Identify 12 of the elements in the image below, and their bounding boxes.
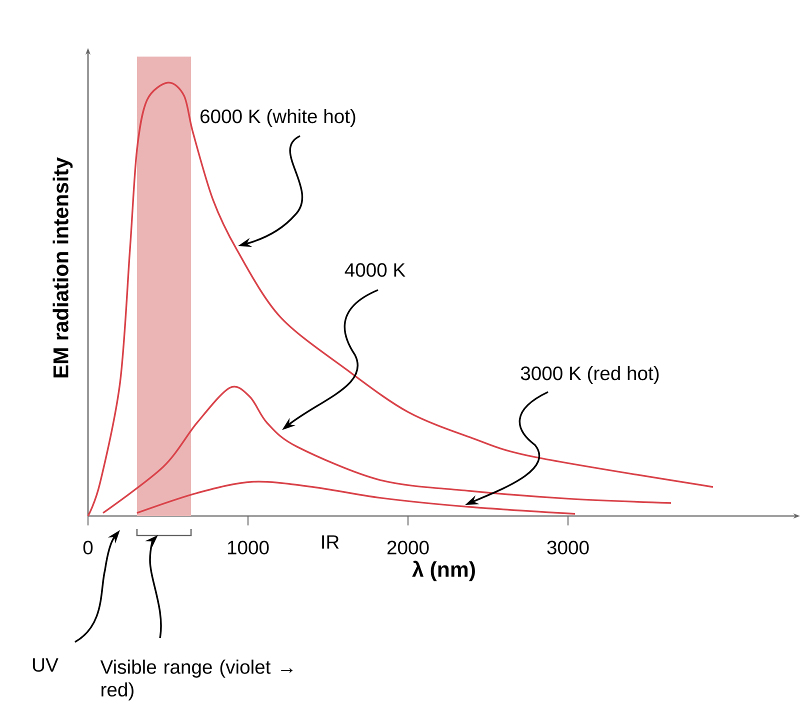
text: 4000 K: [344, 263, 406, 277]
text: 3000 K (red hot): [520, 366, 659, 384]
series-label: 6000 K (white hot): [200, 109, 356, 128]
x-tick-label: 2000: [387, 540, 429, 554]
y-axis-title: EM radiation intensity: [52, 157, 73, 378]
x-tick-label: 1000: [228, 540, 269, 554]
text: IR: [322, 535, 339, 549]
text: Visible range (violet → red): [100, 660, 293, 700]
x-tick-label: 0: [83, 540, 93, 554]
x-axis-title: λ (nm): [412, 560, 475, 582]
text: UV: [33, 658, 58, 672]
x-tick-label: 3000: [547, 540, 589, 554]
